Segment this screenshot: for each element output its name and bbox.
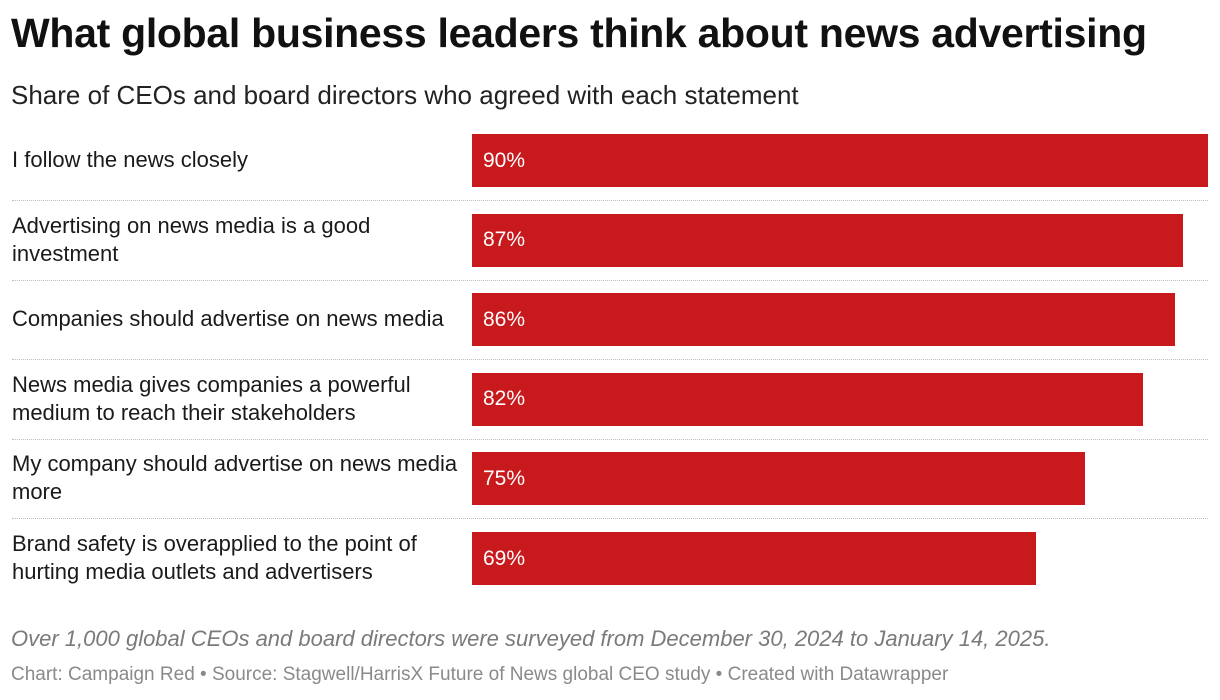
bar-row: Advertising on news media is a good inve…	[12, 212, 1208, 294]
category-label: Brand safety is overapplied to the point…	[12, 531, 417, 584]
row-separator	[12, 438, 1208, 440]
chart-footer: Chart: Campaign Red • Source: Stagwell/H…	[11, 664, 949, 685]
bar: 87%	[472, 213, 1184, 267]
bar: 90%	[472, 134, 1208, 187]
bar-value-label: 87%	[483, 228, 526, 252]
bar-value-label: 69%	[483, 546, 526, 570]
row-separator	[12, 518, 1208, 520]
category-label: My company should advertise on news medi…	[12, 451, 458, 505]
chart-title: What global business leaders think about…	[11, 10, 1147, 56]
bar: 86%	[472, 293, 1176, 347]
bar: 82%	[472, 372, 1143, 426]
bar-value-label: 86%	[483, 307, 526, 331]
bar-row: Brand safety is overapplied to the point…	[12, 531, 1208, 612]
category-label: Companies should advertise on news media	[12, 306, 444, 332]
category-label: News media gives companies a powerful me…	[12, 371, 411, 425]
category-label: I follow the news closely	[12, 147, 248, 172]
chart-subtitle: Share of CEOs and board directors who ag…	[11, 80, 799, 110]
bar-row: My company should advertise on news medi…	[12, 451, 1208, 532]
bar-row: I follow the news closely 90%	[12, 134, 1208, 214]
category-label: Advertising on news media is a good inve…	[12, 212, 371, 266]
bar: 69%	[472, 532, 1037, 585]
row-separator	[12, 279, 1208, 281]
row-separator	[12, 200, 1208, 201]
chart-notes: Over 1,000 global CEOs and board directo…	[11, 626, 1051, 651]
bar-value-label: 75%	[483, 466, 526, 490]
bar-value-label: 82%	[483, 387, 526, 411]
row-separator	[12, 359, 1208, 361]
bar-value-label: 90%	[483, 148, 526, 172]
bar: 75%	[472, 452, 1086, 506]
bar-row: Companies should advertise on news media…	[12, 293, 1208, 373]
bar-row: News media gives companies a powerful me…	[12, 371, 1208, 453]
